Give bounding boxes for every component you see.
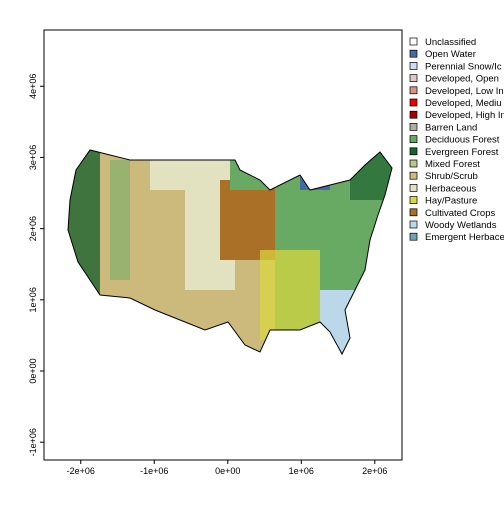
legend-label: Mixed Forest: [425, 159, 480, 170]
legend-label: Unclassified: [425, 37, 476, 48]
legend-label: Woody Wetlands: [425, 220, 497, 231]
legend-label: Developed, Mediu: [425, 98, 502, 109]
y-tick-label: 0e+00: [28, 358, 38, 383]
legend-swatch: [409, 232, 418, 241]
legend-swatch: [409, 49, 418, 58]
legend-label: Emergent Herbace: [425, 232, 504, 243]
legend-swatch: [409, 220, 418, 229]
land-cover-raster: [68, 150, 392, 354]
legend-swatch: [409, 123, 418, 131]
legend-label: Perennial Snow/Ic: [425, 61, 502, 72]
legend-label: Open Water: [425, 49, 476, 60]
x-tick-label: -2e+06: [67, 466, 95, 476]
legend-label: Developed, Low In: [425, 86, 504, 97]
y-tick-label: -1e+06: [28, 428, 38, 456]
y-tick-label: 1e+06: [28, 287, 38, 312]
x-tick-label: 0e+00: [215, 466, 240, 476]
legend-swatch: [409, 74, 418, 82]
legend-label: Hay/Pasture: [425, 196, 477, 207]
legend-swatch: [409, 159, 418, 168]
legend-label: Developed, High In: [425, 110, 504, 121]
legend-swatch: [409, 110, 418, 119]
y-tick-label: 4e+06: [28, 74, 38, 99]
legend-label: Cultivated Crops: [425, 208, 495, 219]
legend-swatch: [409, 208, 418, 217]
country-outline: [67, 149, 393, 356]
axes: -2e+06 -1e+06 0e+00 1e+06 2e+06 -1e+06 0e+00 1e…: [28, 74, 387, 476]
legend-swatch: [409, 62, 418, 70]
y-tick-label: 3e+06: [28, 145, 38, 170]
x-tick-label: 1e+06: [289, 466, 314, 476]
x-tick-label: 2e+06: [362, 466, 387, 476]
legend-swatch: [409, 184, 418, 192]
x-tick-label: -1e+06: [140, 466, 168, 476]
legend-swatch: [409, 196, 418, 204]
legend-swatch: [409, 98, 418, 107]
legend-label: Barren Land: [425, 122, 477, 133]
legend-swatch: [409, 147, 418, 156]
y-tick-label: 2e+06: [28, 216, 38, 241]
legend-label: Deciduous Forest: [425, 135, 500, 146]
legend-swatch: [409, 135, 418, 143]
plot-frame: [43, 29, 403, 461]
legend-swatch: [409, 86, 418, 95]
legend-label: Evergreen Forest: [425, 147, 499, 158]
legend-swatch: [409, 37, 418, 46]
legend-swatch: [409, 171, 418, 180]
legend-label: Herbaceous: [425, 183, 476, 194]
legend-label: Developed, Open: [425, 74, 499, 85]
legend-label: Shrub/Scrub: [425, 171, 478, 182]
